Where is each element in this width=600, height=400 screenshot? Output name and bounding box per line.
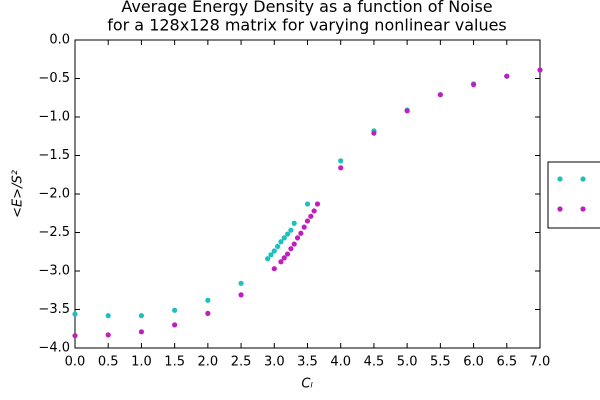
x-tick-label: 3.0: [264, 355, 285, 370]
chart-title: Average Energy Density as a function of …: [107, 0, 507, 34]
point: [537, 67, 543, 73]
point: [278, 259, 284, 265]
x-tick-label: 1.0: [131, 355, 152, 370]
point: [338, 165, 344, 171]
y-tick-label: −3.5: [38, 302, 70, 317]
x-tick-label: 1.5: [164, 355, 185, 370]
y-tick-label: −0.5: [38, 71, 70, 86]
y-tick-label: −3.0: [38, 264, 70, 279]
x-axis-label: Cₗ: [301, 377, 313, 392]
point: [311, 208, 317, 214]
point: [105, 313, 111, 319]
point: [238, 292, 244, 298]
point: [138, 313, 145, 319]
point: [271, 248, 277, 254]
x-tick-label: 5.5: [430, 355, 451, 370]
plot-frame: [74, 39, 541, 349]
point: [294, 235, 301, 241]
x-tick-label: 4.5: [364, 355, 385, 370]
x-tick-label: 6.5: [496, 355, 517, 370]
point: [72, 311, 78, 317]
point: [288, 246, 294, 252]
point: [437, 92, 443, 98]
y-tick-label: −4.0: [38, 341, 70, 356]
point: [105, 332, 111, 338]
point: [271, 266, 277, 272]
x-tick-label: 2.0: [198, 355, 219, 370]
point: [281, 255, 287, 261]
point: [504, 73, 510, 79]
point: [275, 243, 281, 249]
x-tick-label: 0.0: [65, 355, 86, 370]
point: [281, 235, 287, 241]
y-tick-label: 0.0: [49, 33, 70, 48]
legend-marker: [557, 176, 563, 182]
x-tick-label: 6.0: [463, 355, 484, 370]
legend-box: [547, 161, 600, 229]
y-tick-label: −2.0: [38, 187, 70, 202]
x-tick-label: 4.0: [330, 355, 351, 370]
legend-marker: [580, 206, 586, 212]
legend-marker: [580, 176, 586, 182]
y-tick-label: −1.0: [38, 110, 70, 125]
x-tick-label: 0.5: [98, 355, 119, 370]
x-tick-label: 5.0: [397, 355, 418, 370]
point: [284, 231, 291, 237]
point: [301, 224, 307, 230]
point: [172, 322, 178, 328]
point: [288, 227, 294, 233]
point: [268, 252, 274, 258]
x-tick-label: 2.5: [231, 355, 252, 370]
point: [338, 158, 344, 164]
point: [470, 82, 477, 88]
x-tick-label: 7.0: [530, 355, 551, 370]
point: [205, 310, 211, 316]
point: [298, 230, 304, 236]
x-tick-label: 3.5: [297, 355, 318, 370]
point: [278, 239, 284, 245]
point: [308, 213, 314, 219]
y-tick-label: −2.5: [38, 225, 70, 240]
point: [304, 218, 311, 224]
point: [205, 297, 211, 303]
point: [404, 108, 410, 114]
point: [284, 251, 291, 257]
point: [238, 280, 244, 286]
point: [72, 333, 78, 339]
y-axis-label: <E>/S²: [11, 170, 26, 218]
point: [291, 241, 297, 247]
y-tick-label: −1.5: [38, 148, 70, 163]
point: [291, 220, 297, 226]
point: [172, 307, 178, 313]
point: [371, 130, 377, 136]
point: [314, 201, 321, 207]
point: [265, 256, 271, 262]
point: [138, 329, 145, 335]
legend-marker: [557, 206, 563, 212]
point: [304, 201, 311, 207]
